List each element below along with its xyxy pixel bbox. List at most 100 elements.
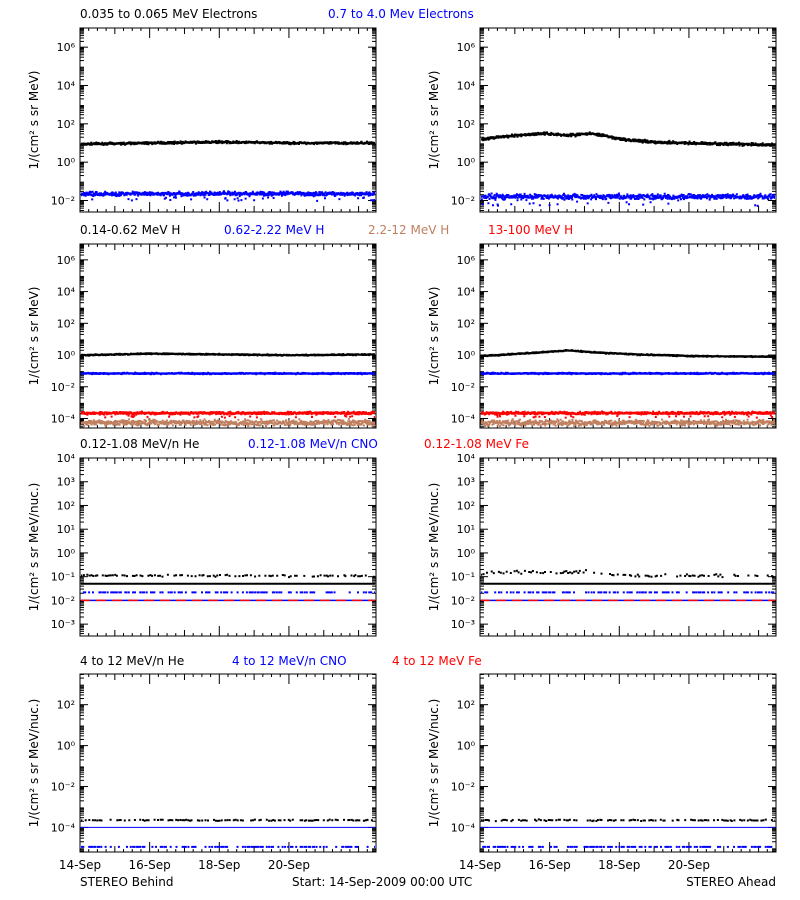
y-axis: 10⁻² 10⁰ 10² 10⁴ 10⁶ 1/(cm² s sr MeV): [427, 28, 776, 212]
series-1-points: [481, 569, 775, 579]
y-axis: 10⁻³ 10⁻² 10⁻¹ 10⁰ 10¹ 10² 10³ 10⁴ 1/(cm² s sr M…: [427, 452, 776, 635]
series-0-points: [81, 352, 375, 357]
y-axis-label: 1/(cm² s sr MeV): [27, 71, 41, 170]
y-tick-label: 10⁻²: [51, 594, 75, 607]
y-axis: 10⁻⁴ 10⁻² 10⁰ 10² 10⁴ 10⁶ 1/(cm² s sr MeV): [427, 244, 776, 428]
x-tick-label: 20-Sep: [668, 858, 710, 872]
y-tick-label: 10²: [457, 317, 475, 330]
series-1-points: [81, 190, 375, 202]
y-tick-label: 10⁻²: [451, 781, 475, 794]
y-tick-label: 10⁶: [57, 254, 76, 267]
y-axis-label: 1/(cm² s sr MeV/nuc.): [27, 699, 41, 828]
y-axis: 10⁻⁴ 10⁻² 10⁰ 10² 1/(cm² s sr MeV/nuc.): [427, 673, 776, 852]
y-axis: 10⁻² 10⁰ 10² 10⁴ 10⁶ 1/(cm² s sr MeV): [27, 28, 376, 212]
data-series: [481, 349, 775, 427]
y-tick-label: 10⁻²: [51, 195, 75, 208]
y-tick-label: 10⁰: [457, 547, 476, 560]
y-tick-label: 10²: [457, 499, 475, 512]
y-tick-label: 10³: [57, 476, 75, 489]
panel-0-ahead: 10⁻² 10⁰ 10² 10⁴ 10⁶ 1/(cm² s sr MeV): [427, 27, 777, 213]
x-axis: [479, 458, 777, 636]
data-series: [481, 131, 775, 207]
y-tick-label: 10⁻²: [451, 594, 475, 607]
y-tick-label: 10⁶: [457, 41, 476, 54]
panel-title-1-2: 2.2-12 MeV H: [368, 223, 449, 237]
y-tick-label: 10⁻²: [51, 381, 75, 394]
x-axis: [479, 28, 777, 212]
series-2-points: [81, 418, 375, 427]
y-tick-label: 10³: [457, 476, 475, 489]
series-2-points: [82, 591, 375, 594]
panel-title-0-0: 0.035 to 0.065 MeV Electrons: [80, 7, 257, 21]
y-tick-label: 10⁻⁴: [451, 412, 476, 425]
series-0-points: [481, 131, 775, 147]
series-2-points: [482, 845, 773, 848]
footer-right-label: STEREO Ahead: [686, 875, 776, 889]
y-tick-label: 10⁰: [57, 349, 76, 362]
y-axis-label: 1/(cm² s sr MeV): [427, 287, 441, 386]
y-axis-label: 1/(cm² s sr MeV/nuc.): [427, 483, 441, 612]
series-1-points: [481, 371, 775, 376]
y-tick-label: 10²: [457, 118, 475, 131]
y-tick-label: 10⁴: [457, 286, 476, 299]
y-tick-label: 10⁶: [57, 41, 76, 54]
y-tick-label: 10⁰: [457, 740, 476, 753]
panel-title-2-1: 0.12-1.08 MeV/n CNO: [248, 437, 378, 451]
footer-left-label: STEREO Behind: [80, 875, 174, 889]
y-tick-label: 10⁰: [57, 547, 76, 560]
series-0-points: [481, 349, 775, 359]
y-tick-label: 10⁻⁴: [51, 821, 76, 834]
y-axis-label: 1/(cm² s sr MeV/nuc.): [27, 483, 41, 612]
y-tick-label: 10⁻³: [451, 618, 475, 631]
x-axis: [79, 28, 377, 212]
panel-2-behind: 10⁻³ 10⁻² 10⁻¹ 10⁰ 10¹ 10² 10³ 10⁴ 1/(cm² s sr M…: [27, 452, 377, 637]
data-series: [81, 139, 375, 202]
x-tick-label: 14-Sep: [459, 858, 501, 872]
panel-3-behind: 10⁻⁴ 10⁻² 10⁰ 10² 1/(cm² s sr MeV/nuc.) 14-Se…: [27, 673, 377, 872]
series-1-points: [81, 573, 375, 579]
panel-title-1-1: 0.62-2.22 MeV H: [224, 223, 324, 237]
y-tick-label: 10⁻⁴: [51, 412, 76, 425]
x-tick-label: 16-Sep: [529, 858, 571, 872]
y-tick-label: 10⁻¹: [451, 571, 475, 584]
y-tick-label: 10⁻¹: [51, 571, 75, 584]
x-axis: 14-Sep 16-Sep 18-Sep 20-Sep: [459, 674, 777, 872]
x-axis: 14-Sep 16-Sep 18-Sep 20-Sep: [59, 674, 377, 872]
y-tick-label: 10²: [57, 317, 75, 330]
y-tick-label: 10¹: [57, 523, 75, 536]
y-tick-label: 10⁰: [457, 156, 476, 169]
y-axis-label: 1/(cm² s sr MeV): [27, 287, 41, 386]
x-tick-label: 18-Sep: [198, 858, 240, 872]
panel-1-behind: 10⁻⁴ 10⁻² 10⁰ 10² 10⁴ 10⁶ 1/(cm² s sr MeV): [27, 243, 377, 429]
panel-0-behind: 10⁻² 10⁰ 10² 10⁴ 10⁶ 1/(cm² s sr MeV): [27, 27, 377, 213]
y-axis: 10⁻³ 10⁻² 10⁻¹ 10⁰ 10¹ 10² 10³ 10⁴ 1/(cm² s sr M…: [27, 452, 376, 635]
series-0-points: [481, 818, 775, 823]
panel-title-1-3: 13-100 MeV H: [488, 223, 573, 237]
panel-2-ahead: 10⁻³ 10⁻² 10⁻¹ 10⁰ 10¹ 10² 10³ 10⁴ 1/(cm² s sr M…: [427, 452, 777, 637]
y-tick-label: 10²: [57, 118, 75, 131]
data-series: [481, 818, 775, 848]
data-series: [81, 352, 375, 427]
data-series: [81, 818, 375, 848]
y-tick-label: 10⁻³: [51, 618, 75, 631]
y-axis: 10⁻⁴ 10⁻² 10⁰ 10² 1/(cm² s sr MeV/nuc.): [27, 673, 376, 852]
x-axis: [79, 458, 377, 636]
y-axis: 10⁻⁴ 10⁻² 10⁰ 10² 10⁴ 10⁶ 1/(cm² s sr MeV): [27, 244, 376, 428]
footer-center-label: Start: 14-Sep-2009 00:00 UTC: [292, 875, 472, 889]
series-0-points: [81, 139, 375, 146]
panel-title-0-1: 0.7 to 4.0 Mev Electrons: [328, 7, 474, 21]
y-axis-label: 1/(cm² s sr MeV): [427, 71, 441, 170]
panel-title-3-2: 4 to 12 MeV Fe: [392, 654, 482, 668]
y-tick-label: 10⁴: [57, 452, 76, 465]
y-tick-label: 10²: [457, 699, 475, 712]
x-tick-label: 18-Sep: [598, 858, 640, 872]
series-3-points: [481, 410, 775, 419]
panel-title-3-0: 4 to 12 MeV/n He: [80, 654, 184, 668]
series-2-points: [481, 591, 775, 594]
series-3-points: [81, 410, 375, 419]
x-tick-label: 16-Sep: [129, 858, 171, 872]
data-series: [481, 569, 775, 602]
panel-1-ahead: 10⁻⁴ 10⁻² 10⁰ 10² 10⁴ 10⁶ 1/(cm² s sr MeV): [427, 243, 777, 429]
